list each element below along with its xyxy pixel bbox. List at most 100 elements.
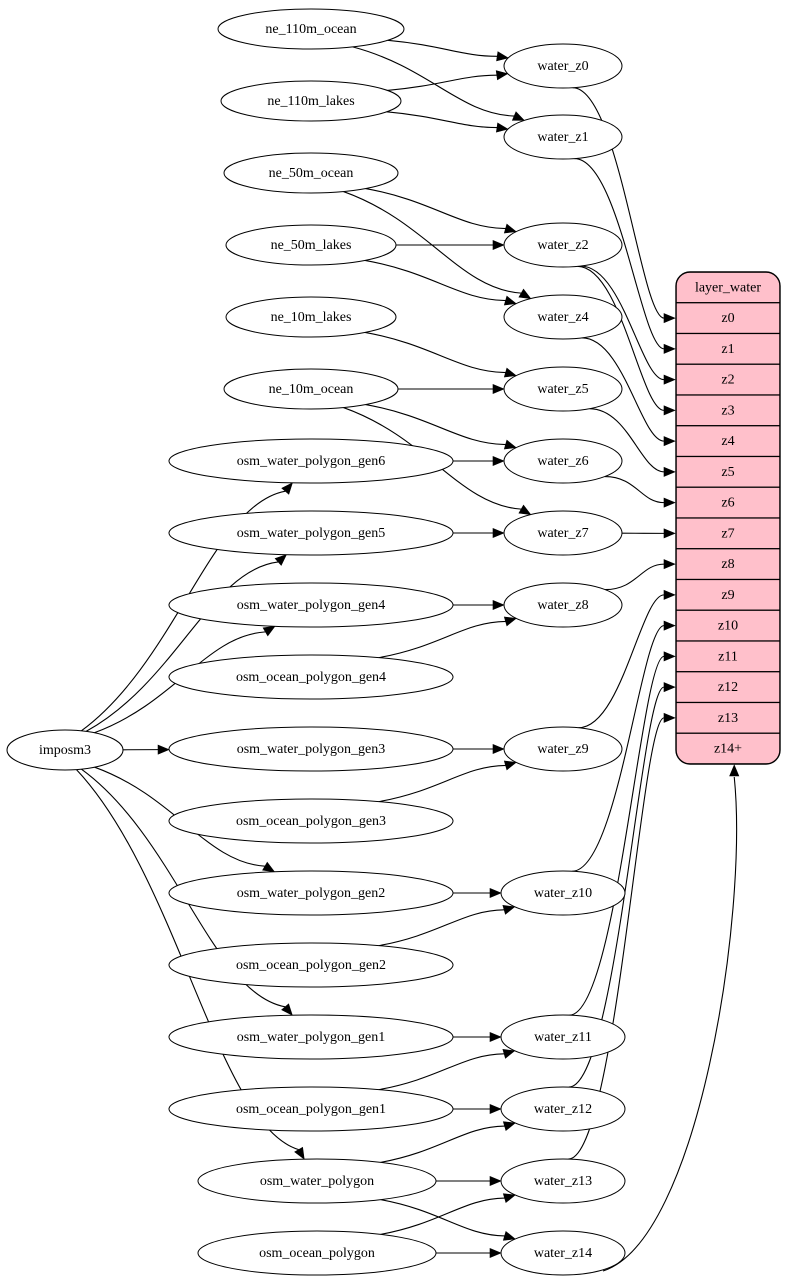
edge-arrowhead — [496, 51, 509, 62]
node-ne_110m_ocean[interactable]: ne_110m_ocean — [217, 8, 405, 50]
edge-ne_10m_lakes-to-water_z5 — [364, 331, 506, 374]
node-water_z6[interactable]: water_z6 — [503, 438, 623, 484]
record-row-z1[interactable] — [676, 332, 780, 365]
node-water_z2[interactable]: water_z2 — [503, 222, 623, 268]
node-shape-water_z12 — [500, 1086, 626, 1132]
node-osm_water_polygon_gen1[interactable]: osm_water_polygon_gen1 — [168, 1014, 454, 1060]
edge-arrowhead — [663, 712, 676, 723]
edge-arrowhead — [663, 589, 676, 600]
edge-arrowhead — [503, 223, 517, 234]
record-row-z11[interactable] — [676, 640, 780, 673]
record-row-z10[interactable] — [676, 609, 780, 642]
edge-arrowhead — [663, 620, 676, 631]
edge-arrowhead — [495, 70, 509, 81]
edge-arrowhead — [492, 455, 505, 467]
record-row-z5[interactable] — [676, 455, 780, 488]
node-osm_ocean_polygon_gen2[interactable]: osm_ocean_polygon_gen2 — [168, 942, 454, 988]
node-ne_10m_ocean[interactable]: ne_10m_ocean — [223, 368, 399, 410]
record-row-z6[interactable] — [676, 486, 780, 519]
record-row-z0[interactable] — [676, 302, 780, 335]
edge-arrowhead — [502, 1121, 516, 1132]
node-water_z14[interactable]: water_z14 — [500, 1230, 626, 1276]
edge-arrowhead — [281, 482, 293, 495]
edge-water_z13-to-layer_water-z13 — [568, 717, 665, 1160]
node-shape-ne_110m_ocean — [217, 8, 405, 50]
node-osm_ocean_polygon_gen4[interactable]: osm_ocean_polygon_gen4 — [168, 654, 454, 700]
record-row-z12[interactable] — [676, 671, 780, 704]
edge-arrowhead — [503, 616, 517, 627]
node-osm_water_polygon_gen4[interactable]: osm_water_polygon_gen4 — [168, 582, 454, 628]
node-osm_water_polygon[interactable]: osm_water_polygon — [197, 1158, 437, 1204]
edge-arrowhead — [511, 111, 525, 121]
edge-osm_ocean_polygon_gen4-to-water_z8 — [378, 620, 506, 659]
node-shape-osm_ocean_polygon_gen1 — [168, 1086, 454, 1132]
node-water_z12[interactable]: water_z12 — [500, 1086, 626, 1132]
edge-arrowhead — [663, 343, 676, 354]
node-shape-imposm3 — [6, 729, 124, 771]
record-row-z4[interactable] — [676, 425, 780, 458]
node-shape-ne_50m_lakes — [225, 224, 397, 266]
record-row-z2[interactable] — [676, 363, 780, 396]
node-ne_10m_lakes[interactable]: ne_10m_lakes — [225, 296, 397, 338]
edge-arrowhead — [294, 1146, 305, 1160]
edge-ne_110m_lakes-to-water_z1 — [386, 111, 498, 129]
record-row-z7[interactable] — [676, 517, 780, 550]
edge-arrowhead — [503, 760, 517, 771]
node-shape-osm_ocean_polygon_gen4 — [168, 654, 454, 700]
edge-arrowhead — [496, 122, 509, 133]
edge-arrowhead — [492, 383, 505, 395]
record-row-z13[interactable] — [676, 701, 780, 734]
node-osm_water_polygon_gen5[interactable]: osm_water_polygon_gen5 — [168, 510, 454, 556]
node-water_z4[interactable]: water_z4 — [503, 294, 623, 340]
node-shape-osm_ocean_polygon_gen2 — [168, 942, 454, 988]
node-osm_water_polygon_gen6[interactable]: osm_water_polygon_gen6 — [168, 438, 454, 484]
edge-arrowhead — [262, 861, 276, 873]
record-row-z8[interactable] — [676, 548, 780, 581]
edge-arrowhead — [503, 367, 517, 378]
node-shape-osm_water_polygon_gen3 — [168, 726, 454, 772]
edge-osm_ocean_polygon_gen3-to-water_z9 — [378, 764, 506, 803]
node-water_z8[interactable]: water_z8 — [503, 582, 623, 628]
edge-arrowhead — [274, 554, 288, 566]
edge-ne_50m_lakes-to-water_z4 — [364, 259, 506, 302]
edge-arrowhead — [663, 436, 676, 447]
node-ne_50m_lakes[interactable]: ne_50m_lakes — [225, 224, 397, 266]
node-shape-water_z10 — [500, 870, 626, 916]
node-osm_ocean_polygon_gen1[interactable]: osm_ocean_polygon_gen1 — [168, 1086, 454, 1132]
edge-arrowhead — [518, 288, 532, 299]
node-imposm3[interactable]: imposm3 — [6, 729, 124, 771]
edge-arrowhead — [663, 405, 676, 416]
record-row-z14+[interactable] — [676, 732, 780, 764]
node-shape-water_z6 — [503, 438, 623, 484]
node-water_z9[interactable]: water_z9 — [503, 726, 623, 772]
node-osm_ocean_polygon_gen3[interactable]: osm_ocean_polygon_gen3 — [168, 798, 454, 844]
node-shape-osm_water_polygon_gen2 — [168, 870, 454, 916]
node-water_z13[interactable]: water_z13 — [500, 1158, 626, 1204]
edge-arrowhead — [502, 1230, 516, 1241]
edge-osm_water_polygon-to-water_z14 — [380, 1199, 505, 1237]
node-shape-ne_50m_ocean — [223, 152, 399, 194]
record-header-cell[interactable] — [676, 272, 780, 304]
node-osm_ocean_polygon[interactable]: osm_ocean_polygon — [197, 1230, 437, 1276]
node-water_z0[interactable]: water_z0 — [503, 43, 623, 89]
node-water_z11[interactable]: water_z11 — [500, 1014, 626, 1060]
edge-arrowhead — [492, 599, 505, 611]
edge-arrowhead — [492, 743, 505, 755]
node-ne_110m_lakes[interactable]: ne_110m_lakes — [220, 80, 402, 122]
edge-arrowhead — [492, 527, 505, 539]
node-water_z5[interactable]: water_z5 — [503, 366, 623, 412]
node-shape-osm_water_polygon — [197, 1158, 437, 1204]
node-osm_water_polygon_gen3[interactable]: osm_water_polygon_gen3 — [168, 726, 454, 772]
record-row-z3[interactable] — [676, 394, 780, 427]
node-water_z10[interactable]: water_z10 — [500, 870, 626, 916]
node-water_z7[interactable]: water_z7 — [503, 510, 623, 556]
record-node-layer-water[interactable]: layer_waterz0z1z2z3z4z5z6z7z8z9z10z11z12… — [675, 271, 781, 765]
edge-arrowhead — [157, 744, 170, 755]
node-osm_water_polygon_gen2[interactable]: osm_water_polygon_gen2 — [168, 870, 454, 916]
node-ne_50m_ocean[interactable]: ne_50m_ocean — [223, 152, 399, 194]
edge-imposm3-to-osm_water_polygon_gen6 — [81, 490, 286, 732]
record-row-z9[interactable] — [676, 578, 780, 611]
edge-arrowhead — [502, 905, 516, 915]
node-water_z1[interactable]: water_z1 — [503, 114, 623, 160]
